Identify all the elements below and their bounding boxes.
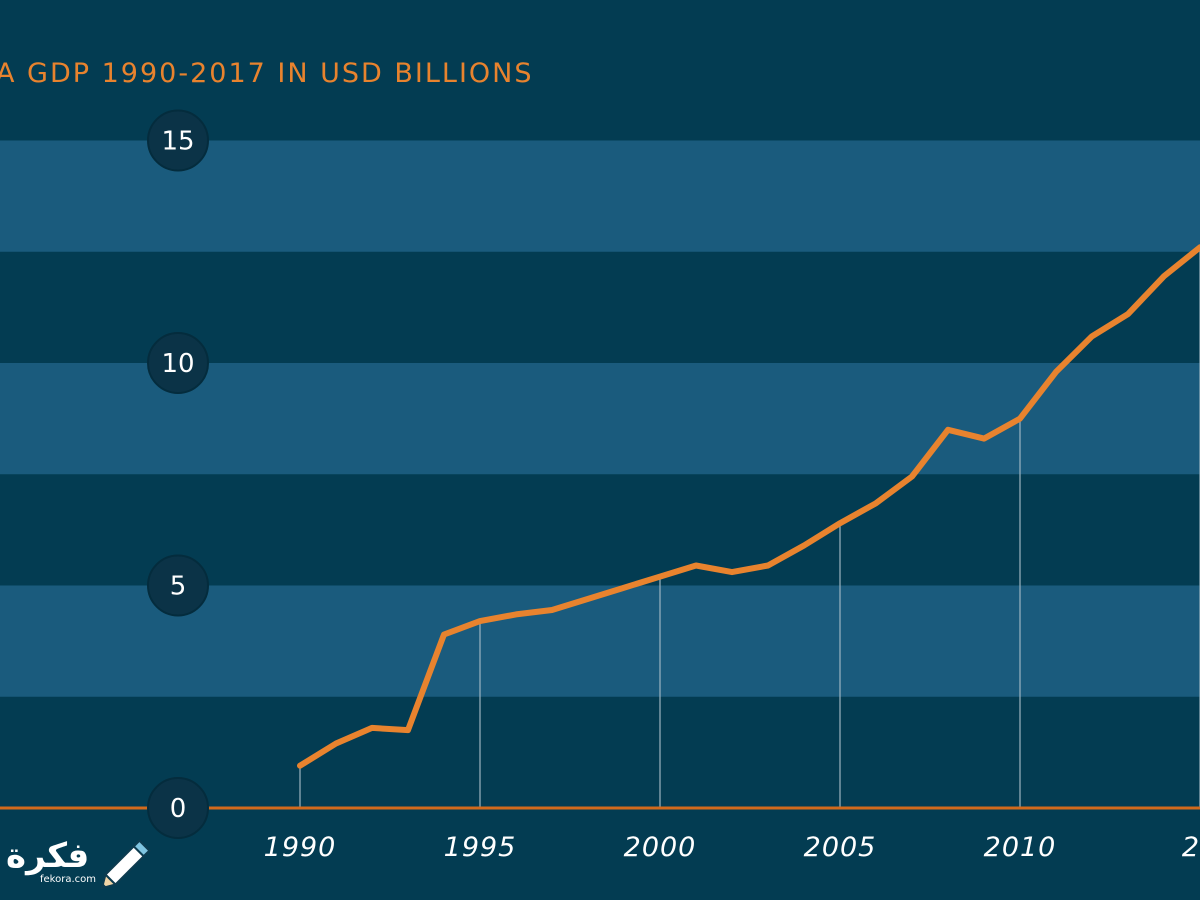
y-tick-badge (147, 332, 209, 394)
y-tick-label: 15 (161, 127, 194, 157)
y-tick-badge (147, 777, 209, 839)
y-axis-ticks: 0 5 10 15 (147, 109, 209, 839)
x-tick-label: 1995 (444, 832, 517, 863)
year-guides (299, 247, 1200, 808)
x-tick-label: 1990 (264, 832, 337, 863)
series-line (297, 244, 1200, 769)
y-tick-badge (147, 554, 209, 617)
watermark-site: fekora.com (40, 874, 97, 885)
y-tick-badge (147, 109, 209, 172)
x-tick-label: 20 (1182, 832, 1200, 863)
watermark-brand: فكرة (6, 836, 90, 876)
x-tick-label: 2005 (804, 832, 877, 863)
watermark-logo: فكرة fekora.com (4, 832, 154, 894)
x-tick-label: 2000 (624, 832, 697, 863)
x-axis-ticks: 1990 1995 2000 2005 2010 20 (264, 832, 1200, 863)
y-tick-label: 0 (170, 794, 187, 824)
y-tick-label: 5 (170, 572, 187, 602)
pencil-icon (100, 839, 151, 890)
x-tick-label: 2010 (984, 832, 1057, 863)
chart-title: A GDP 1990-2017 IN USD BILLIONS (0, 58, 534, 89)
y-tick-label: 10 (161, 349, 194, 379)
